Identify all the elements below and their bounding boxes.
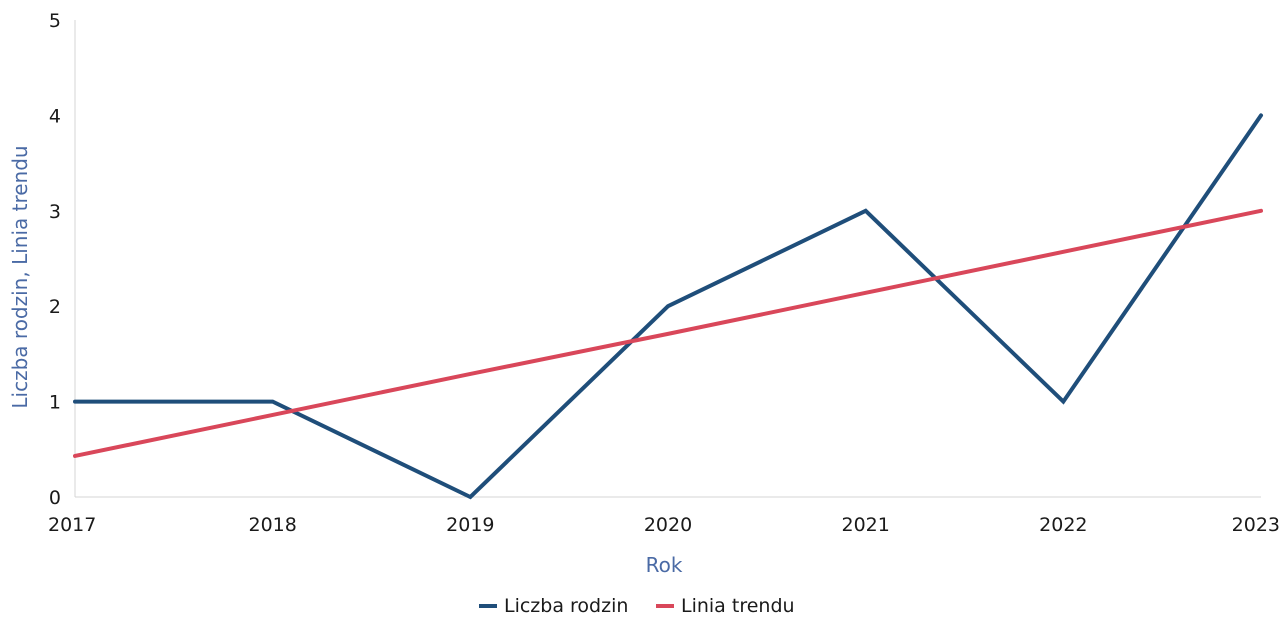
y-tick-label: 2 bbox=[49, 296, 61, 318]
x-tick-label: 2019 bbox=[446, 514, 494, 536]
y-axis-title: Liczba rodzin, Linia trendu bbox=[8, 145, 32, 408]
y-tick-label: 0 bbox=[49, 487, 61, 509]
x-tick-label: 2022 bbox=[1039, 514, 1087, 536]
y-tick-label: 1 bbox=[49, 392, 61, 414]
x-tick-label: 2020 bbox=[644, 514, 692, 536]
legend: Liczba rodzin Linia trendu bbox=[479, 595, 795, 617]
y-tick-label: 5 bbox=[49, 10, 61, 32]
x-tick-label: 2018 bbox=[248, 514, 296, 536]
legend-label: Linia trendu bbox=[681, 595, 795, 617]
y-tick-label: 3 bbox=[49, 201, 61, 223]
y-tick-labels: 0 1 2 3 4 5 bbox=[49, 10, 61, 509]
x-tick-labels: 2017 2018 2019 2020 2021 2022 2023 bbox=[48, 514, 1280, 536]
axes bbox=[74, 20, 1261, 498]
y-tick-label: 4 bbox=[49, 105, 61, 127]
series-line-linia-trendu bbox=[73, 208, 1263, 458]
x-tick-label: 2023 bbox=[1232, 514, 1280, 536]
series-lines bbox=[73, 113, 1263, 500]
x-tick-label: 2017 bbox=[48, 514, 96, 536]
legend-item-liczba-rodzin: Liczba rodzin bbox=[479, 595, 628, 617]
x-tick-label: 2021 bbox=[841, 514, 889, 536]
x-axis-title: Rok bbox=[646, 553, 683, 577]
legend-item-linia-trendu: Linia trendu bbox=[656, 595, 795, 617]
series-line-liczba-rodzin bbox=[73, 113, 1263, 500]
legend-label: Liczba rodzin bbox=[504, 595, 628, 617]
